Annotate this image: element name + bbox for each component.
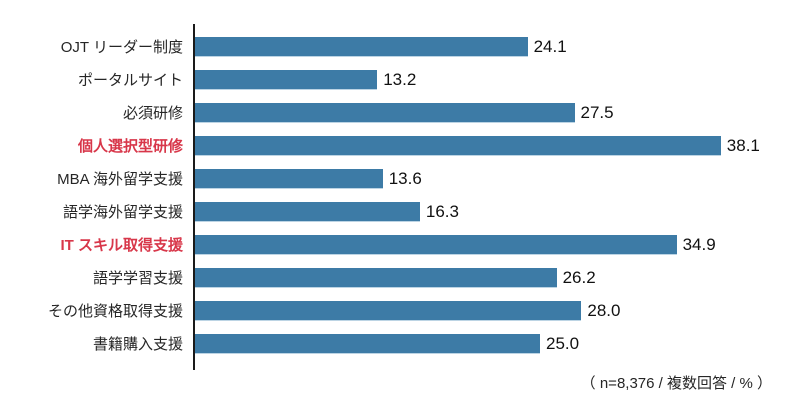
value-label: 16.3 [425, 201, 459, 221]
bar-row: 必須研修 27.5 [0, 96, 790, 129]
bar [195, 234, 677, 255]
bar-row: 書籍購入支援 25.0 [0, 327, 790, 360]
bar-track: 28.0 [193, 294, 790, 327]
bar-row: MBA 海外留学支援 13.6 [0, 162, 790, 195]
category-label: IT スキル取得支援 [60, 237, 184, 254]
bar-track: 24.1 [193, 30, 790, 63]
horizontal-bar-chart: OJT リーダー制度 24.1 ポータルサイト 13.2 必須研修 27.5 個… [0, 24, 790, 392]
bar-row: その他資格取得支援 28.0 [0, 294, 790, 327]
bar [195, 201, 420, 222]
value-label: 34.9 [682, 234, 716, 254]
bar-track: 38.1 [193, 129, 790, 162]
category-label: 書籍購入支援 [92, 336, 183, 353]
y-axis-line [193, 24, 195, 370]
bar-track: 13.2 [193, 63, 790, 96]
value-label: 27.5 [580, 102, 614, 122]
bar-track: 27.5 [193, 96, 790, 129]
category-label: ポータルサイト [77, 72, 183, 89]
bar [195, 300, 582, 321]
bar-row: OJT リーダー制度 24.1 [0, 30, 790, 63]
footnote: （ n=8,376 / 複数回答 / % ） [580, 375, 772, 392]
bar [195, 333, 540, 354]
value-label: 25.0 [546, 333, 580, 353]
bar-row: IT スキル取得支援 34.9 [0, 228, 790, 261]
value-label: 24.1 [533, 36, 567, 56]
category-label: 語学学習支援 [92, 270, 183, 287]
bar-row: 語学学習支援 26.2 [0, 261, 790, 294]
plot-area: OJT リーダー制度 24.1 ポータルサイト 13.2 必須研修 27.5 個… [0, 24, 790, 370]
value-label: 28.0 [587, 300, 621, 320]
bar-track: 34.9 [193, 228, 790, 261]
category-label: MBA 海外留学支援 [57, 171, 183, 188]
bar-row: 個人選択型研修 38.1 [0, 129, 790, 162]
category-label: OJT リーダー制度 [60, 39, 183, 56]
bar-track: 16.3 [193, 195, 790, 228]
category-label: その他資格取得支援 [47, 303, 183, 320]
bar [195, 102, 575, 123]
bar-row: 語学海外留学支援 16.3 [0, 195, 790, 228]
bar-track: 26.2 [193, 261, 790, 294]
bar [195, 36, 528, 57]
bar [195, 168, 383, 189]
category-label: 個人選択型研修 [77, 138, 183, 155]
bar-track: 13.6 [193, 162, 790, 195]
value-label: 26.2 [562, 267, 596, 287]
value-label: 13.6 [388, 168, 422, 188]
bar-track: 25.0 [193, 327, 790, 360]
bar [195, 267, 557, 288]
value-label: 13.2 [383, 69, 417, 89]
value-label: 38.1 [726, 135, 760, 155]
bar [195, 69, 378, 90]
category-label: 語学海外留学支援 [62, 204, 183, 221]
category-label: 必須研修 [122, 105, 183, 122]
bar-row: ポータルサイト 13.2 [0, 63, 790, 96]
bar [195, 135, 721, 156]
